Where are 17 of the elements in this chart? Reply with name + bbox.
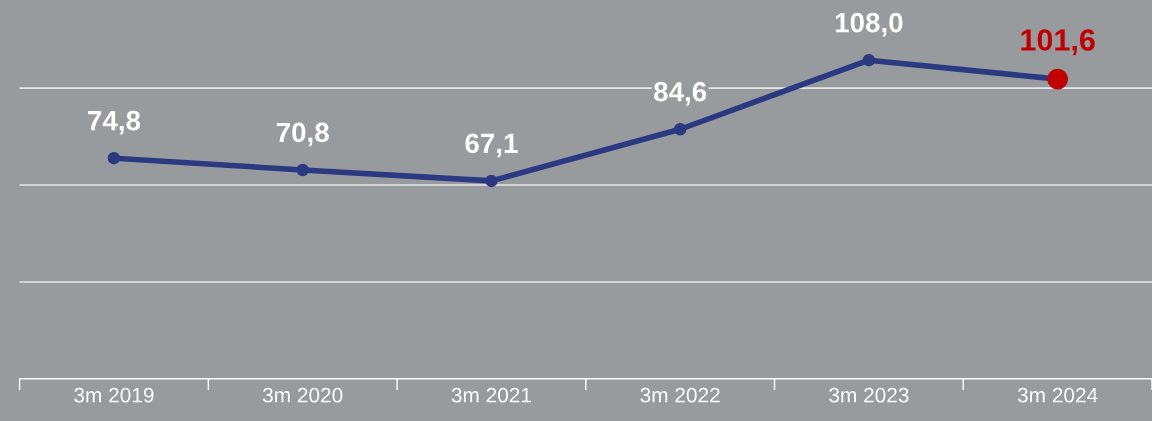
data-label: 84,6: [654, 81, 707, 106]
point: [107, 151, 121, 165]
data-label: 67,1: [465, 133, 518, 158]
x-tick-label: 3m 2024: [1017, 387, 1098, 403]
x-tick-label: 3m 2020: [262, 387, 343, 403]
point: [296, 163, 309, 177]
data-label: 108,0: [835, 12, 903, 37]
data-label: 74,8: [88, 110, 141, 135]
x-tick-label: 3m 2023: [829, 387, 909, 403]
x-tick-label: 3m 2021: [451, 387, 531, 403]
x-tick-label: 3m 2022: [640, 387, 720, 403]
point: [862, 53, 876, 67]
point: [485, 174, 498, 188]
point: [673, 123, 687, 136]
data-label: 101,6: [1021, 29, 1095, 56]
x-tick-label: 3m 2019: [74, 387, 154, 403]
data-label: 70,8: [276, 122, 329, 147]
